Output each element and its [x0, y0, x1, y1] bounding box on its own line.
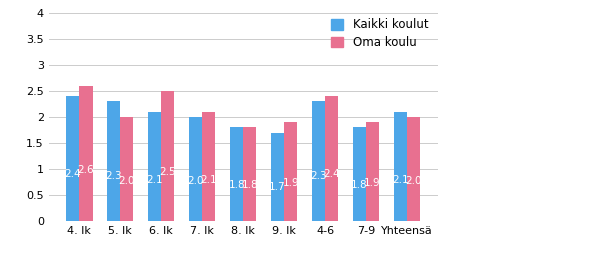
Bar [161, 91, 174, 221]
Text: 2.0: 2.0 [187, 177, 204, 186]
Bar [366, 122, 379, 221]
Text: 2.1: 2.1 [201, 174, 217, 185]
Text: 2.4: 2.4 [64, 168, 81, 179]
Text: 2.5: 2.5 [159, 167, 176, 177]
Text: 2.3: 2.3 [310, 171, 327, 180]
Text: 2.3: 2.3 [106, 171, 122, 180]
Text: 2.0: 2.0 [406, 177, 422, 186]
Text: 2.4: 2.4 [323, 168, 340, 179]
Bar [407, 117, 420, 221]
Bar [107, 101, 120, 221]
Text: 2.1: 2.1 [147, 174, 163, 185]
Bar [243, 127, 257, 221]
Text: 1.8: 1.8 [351, 180, 368, 190]
Bar [189, 117, 202, 221]
Text: 1.9: 1.9 [282, 178, 299, 188]
Text: 1.8: 1.8 [241, 180, 258, 190]
Text: 2.1: 2.1 [392, 174, 409, 185]
Bar [120, 117, 134, 221]
Bar [202, 112, 215, 221]
Bar [148, 112, 161, 221]
Legend: Kaikki koulut, Oma koulu: Kaikki koulut, Oma koulu [328, 15, 432, 53]
Bar [394, 112, 407, 221]
Text: 1.8: 1.8 [229, 180, 245, 190]
Text: 2.0: 2.0 [119, 177, 135, 186]
Bar [271, 133, 284, 221]
Bar [66, 96, 80, 221]
Text: 1.7: 1.7 [269, 183, 286, 192]
Bar [353, 127, 366, 221]
Bar [284, 122, 297, 221]
Bar [312, 101, 325, 221]
Text: 1.9: 1.9 [364, 178, 381, 188]
Bar [80, 86, 92, 221]
Bar [325, 96, 338, 221]
Bar [230, 127, 243, 221]
Text: 2.6: 2.6 [78, 165, 94, 175]
